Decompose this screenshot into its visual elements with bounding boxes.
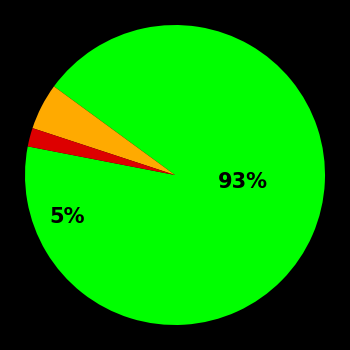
Wedge shape	[33, 86, 175, 175]
Text: 93%: 93%	[217, 173, 267, 193]
Wedge shape	[25, 25, 325, 325]
Wedge shape	[28, 128, 175, 175]
Text: 5%: 5%	[49, 207, 85, 227]
